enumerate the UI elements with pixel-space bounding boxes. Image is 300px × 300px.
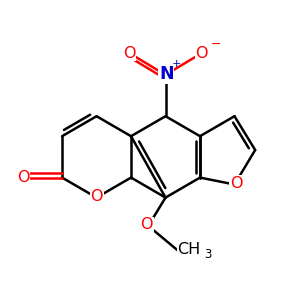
Text: O: O xyxy=(123,46,136,61)
Text: O: O xyxy=(90,189,103,204)
Text: 3: 3 xyxy=(204,248,211,261)
Text: +: + xyxy=(172,59,181,69)
Text: −: − xyxy=(210,38,221,51)
Text: O: O xyxy=(230,176,242,191)
Text: O: O xyxy=(196,46,208,61)
Text: O: O xyxy=(140,217,153,232)
Text: N: N xyxy=(159,65,173,83)
Text: CH: CH xyxy=(177,242,201,257)
Text: O: O xyxy=(17,170,30,185)
